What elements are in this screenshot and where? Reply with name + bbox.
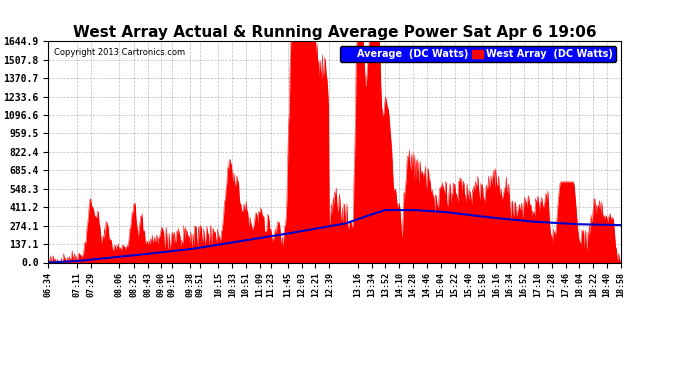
Title: West Array Actual & Running Average Power Sat Apr 6 19:06: West Array Actual & Running Average Powe… xyxy=(73,25,596,40)
Legend: Average  (DC Watts), West Array  (DC Watts): Average (DC Watts), West Array (DC Watts… xyxy=(340,46,616,62)
Text: Copyright 2013 Cartronics.com: Copyright 2013 Cartronics.com xyxy=(54,48,185,57)
